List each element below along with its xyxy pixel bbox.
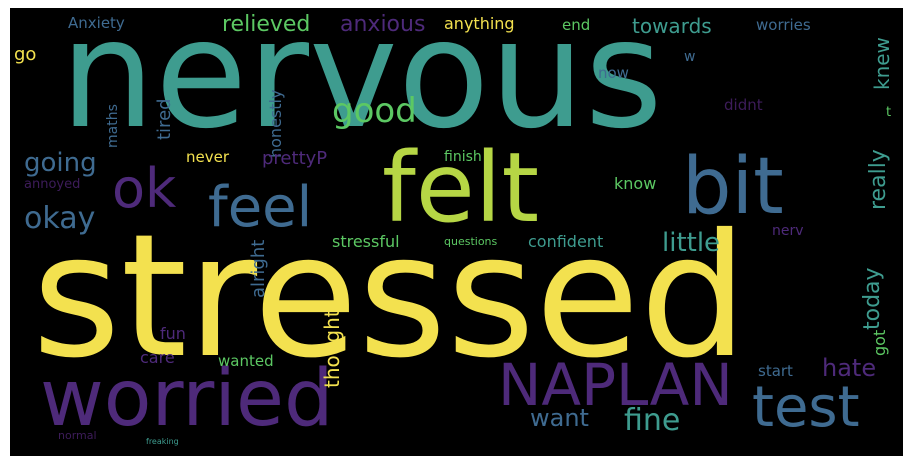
word-t: t xyxy=(886,105,892,120)
word-towards: towards xyxy=(632,14,712,38)
word-care: care xyxy=(140,348,175,367)
word-didnt: didnt xyxy=(724,96,763,114)
word-fun: fun xyxy=(160,324,186,343)
word-wanted: wanted xyxy=(218,352,274,370)
word-little: little xyxy=(662,228,721,258)
word-relieved: relieved xyxy=(222,12,311,37)
word-hate: hate xyxy=(822,354,877,382)
word-alright: alright xyxy=(248,239,269,298)
word-confident: confident xyxy=(528,232,604,251)
word-good: good xyxy=(332,91,417,131)
word-naplan: NAPLAN xyxy=(498,351,733,419)
word-end: end xyxy=(562,16,591,34)
word-anything: anything xyxy=(444,14,515,33)
word-know: know xyxy=(614,174,657,193)
word-start: start xyxy=(758,362,793,380)
word-maths: maths xyxy=(105,104,121,148)
word-annoyed: annoyed xyxy=(24,177,81,192)
word-freaking: freaking xyxy=(146,437,179,446)
word-test: test xyxy=(752,375,860,440)
word-thought: thought xyxy=(320,309,344,388)
word-pretty: prettyP xyxy=(262,148,328,169)
word-want: want xyxy=(530,404,589,432)
word-worried: worried xyxy=(40,354,334,444)
word-tired: tired xyxy=(154,98,175,140)
word-go: go xyxy=(14,44,37,65)
word-okay: okay xyxy=(24,201,96,236)
word-w: w xyxy=(684,49,696,65)
word-bit: bit xyxy=(682,142,784,232)
word-got: got xyxy=(870,329,889,356)
word-questions: questions xyxy=(444,235,498,248)
word-felt: felt xyxy=(382,132,540,244)
word-normal: normal xyxy=(58,429,97,442)
word-now: now xyxy=(598,64,629,82)
word-stressed: stressed xyxy=(32,198,748,396)
word-really: really xyxy=(866,149,891,210)
word-cloud-canvas: nervous stressed felt bit worried NAPLAN… xyxy=(10,8,903,456)
word-fine: fine xyxy=(624,403,681,438)
word-nervous: nervous xyxy=(60,8,663,162)
word-stressful: stressful xyxy=(332,232,400,251)
word-ok: ok xyxy=(112,157,177,220)
word-finish: finish xyxy=(444,149,482,165)
word-worries: worries xyxy=(756,16,811,34)
word-knew: knew xyxy=(870,37,894,90)
word-nerv: nerv xyxy=(772,223,804,239)
word-feel: feel xyxy=(208,175,313,240)
word-going: going xyxy=(24,148,97,178)
word-anxious: anxious xyxy=(340,12,426,37)
word-never: never xyxy=(186,148,230,166)
word-today: today xyxy=(860,267,885,330)
word-anxiety: Anxiety xyxy=(68,14,125,32)
